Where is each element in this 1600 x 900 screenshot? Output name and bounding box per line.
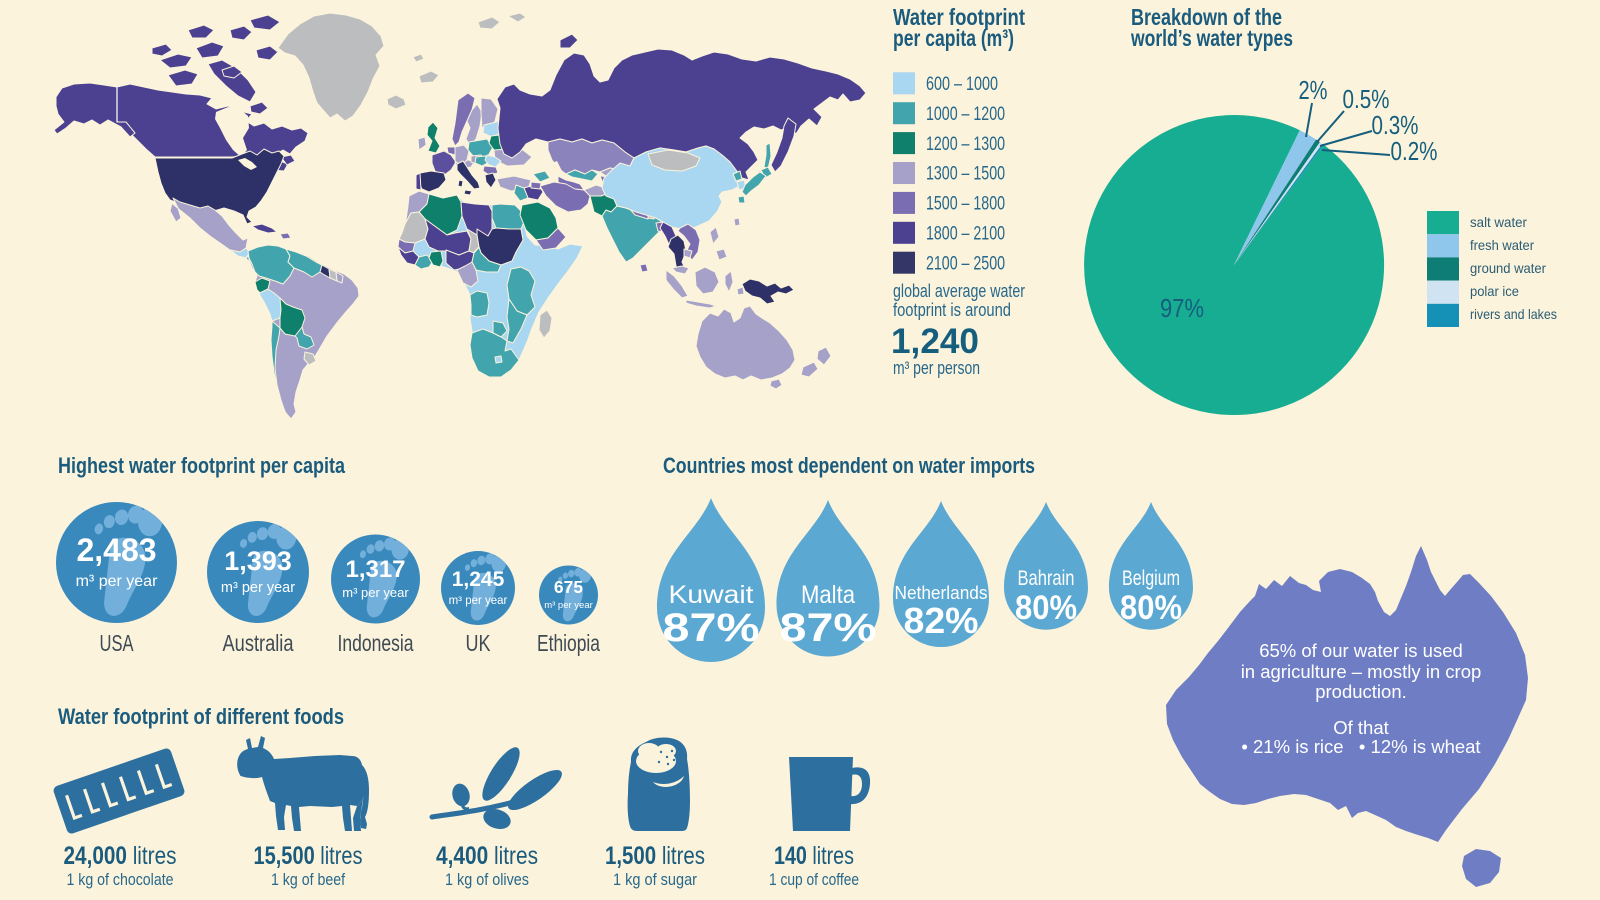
svg-text:1 kg of sugar: 1 kg of sugar: [613, 871, 697, 889]
svg-text:0.5%: 0.5%: [1343, 84, 1390, 114]
svg-text:UK: UK: [466, 630, 492, 656]
svg-text:global average water: global average water: [893, 281, 1025, 301]
svg-text:m³ per person: m³ per person: [893, 358, 980, 378]
svg-text:600 – 1000: 600 – 1000: [926, 74, 998, 95]
svg-text:82%: 82%: [904, 600, 979, 641]
svg-text:Netherlands: Netherlands: [895, 583, 988, 603]
svg-text:Bahrain: Bahrain: [1018, 567, 1075, 590]
svg-text:97%: 97%: [1160, 293, 1204, 323]
svg-text:salt water: salt water: [1470, 214, 1527, 230]
svg-text:Countries most dependent on wa: Countries most dependent on water import…: [663, 453, 1035, 478]
svg-text:in agriculture – mostly in cro: in agriculture – mostly in crop: [1241, 661, 1482, 682]
svg-text:Kuwait: Kuwait: [669, 581, 754, 609]
svg-text:1,245: 1,245: [452, 568, 505, 591]
svg-text:4,400 litres: 4,400 litres: [436, 842, 538, 870]
svg-text:polar ice: polar ice: [1470, 283, 1519, 299]
svg-text:ground water: ground water: [1470, 260, 1546, 276]
svg-text:Malta: Malta: [801, 581, 855, 609]
svg-text:140 litres: 140 litres: [774, 842, 854, 870]
svg-text:m³ per year: m³ per year: [76, 573, 158, 590]
svg-text:1,393: 1,393: [224, 546, 292, 576]
svg-text:0.2%: 0.2%: [1391, 136, 1438, 166]
svg-text:2100 – 2500: 2100 – 2500: [926, 253, 1005, 274]
svg-text:1,240: 1,240: [891, 322, 979, 361]
svg-text:Water footprint of different f: Water footprint of different foods: [58, 704, 344, 729]
svg-text:2,483: 2,483: [76, 532, 156, 568]
svg-text:87%: 87%: [780, 606, 877, 650]
svg-text:1 kg of beef: 1 kg of beef: [271, 871, 345, 889]
svg-text:87%: 87%: [663, 606, 760, 650]
svg-text:Highest water footprint per ca: Highest water footprint per capita: [58, 453, 345, 478]
svg-text:footprint is around: footprint is around: [893, 300, 1011, 320]
svg-text:65% of our water is used: 65% of our water is used: [1259, 640, 1463, 661]
svg-text:m³ per year: m³ per year: [221, 580, 295, 596]
svg-text:rivers and lakes: rivers and lakes: [1470, 306, 1557, 322]
svg-text:1 kg of olives: 1 kg of olives: [445, 871, 529, 889]
svg-text:• 21% is rice • 12% is wheat: • 21% is rice • 12% is wheat: [1241, 736, 1480, 757]
svg-text:Indonesia: Indonesia: [338, 630, 414, 656]
svg-text:1,317: 1,317: [345, 556, 405, 583]
svg-text:world’s water types: world’s water types: [1130, 25, 1293, 51]
svg-text:per capita (m³): per capita (m³): [893, 25, 1014, 51]
svg-text:1000 – 1200: 1000 – 1200: [926, 104, 1005, 125]
svg-text:Of that: Of that: [1333, 717, 1389, 738]
svg-text:Belgium: Belgium: [1122, 567, 1180, 590]
svg-text:80%: 80%: [1015, 589, 1077, 627]
svg-text:m³ per year: m³ per year: [342, 585, 409, 600]
svg-text:m³ per year: m³ per year: [449, 595, 508, 607]
svg-text:0.3%: 0.3%: [1372, 110, 1419, 140]
svg-text:fresh water: fresh water: [1470, 237, 1534, 253]
svg-text:2%: 2%: [1299, 75, 1328, 105]
svg-text:production.: production.: [1315, 681, 1407, 702]
svg-text:Ethiopia: Ethiopia: [537, 630, 600, 656]
svg-text:1300 – 1500: 1300 – 1500: [926, 164, 1005, 185]
svg-text:USA: USA: [100, 630, 134, 656]
svg-text:15,500 litres: 15,500 litres: [254, 842, 363, 870]
svg-text:1200 – 1300: 1200 – 1300: [926, 134, 1005, 155]
svg-text:1,500 litres: 1,500 litres: [605, 842, 705, 870]
svg-text:675: 675: [554, 577, 583, 597]
svg-text:m³ per year: m³ per year: [544, 600, 593, 611]
svg-text:24,000 litres: 24,000 litres: [64, 842, 177, 870]
svg-text:Water footprint: Water footprint: [893, 4, 1025, 30]
svg-text:1 cup of coffee: 1 cup of coffee: [769, 871, 859, 889]
svg-text:80%: 80%: [1120, 589, 1182, 627]
svg-text:Australia: Australia: [223, 630, 294, 656]
svg-text:1 kg of chocolate: 1 kg of chocolate: [67, 871, 174, 889]
svg-text:1500 – 1800: 1500 – 1800: [926, 194, 1005, 215]
svg-text:Breakdown of the: Breakdown of the: [1131, 4, 1282, 30]
svg-text:1800 – 2100: 1800 – 2100: [926, 224, 1005, 245]
